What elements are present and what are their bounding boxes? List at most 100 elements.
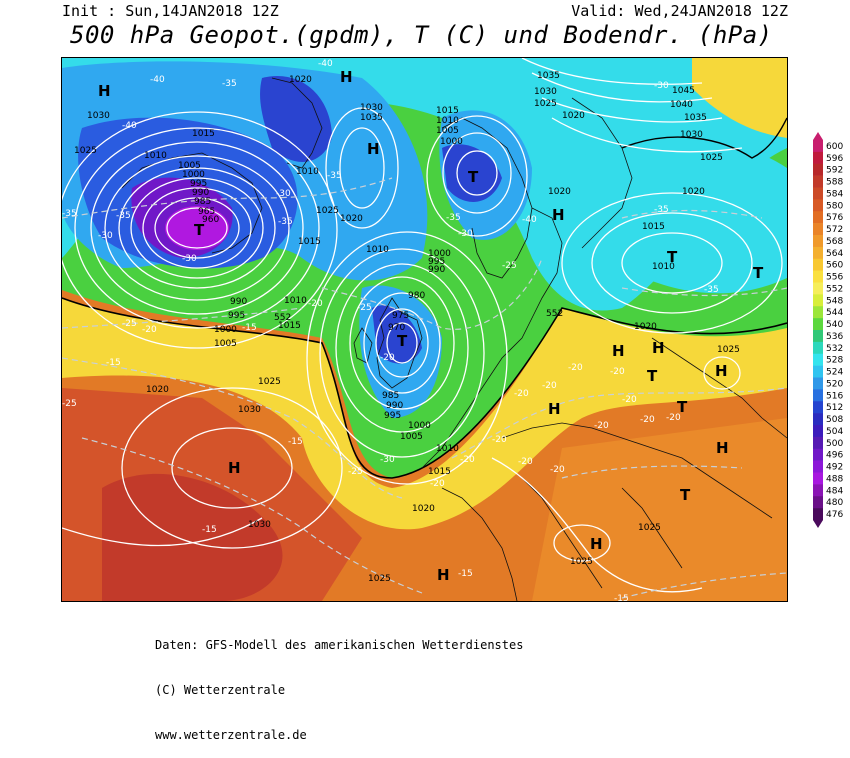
color-scale-swatch	[813, 448, 823, 461]
color-scale-swatch	[813, 140, 823, 153]
weather-map: H H H H H H H H H H H H T T T T T T T T …	[61, 57, 788, 602]
color-scale-swatch	[813, 496, 823, 509]
isobar-label: 1010	[144, 151, 167, 161]
high-marker: H	[228, 459, 241, 477]
color-scale-label: 512	[826, 403, 843, 413]
color-scale-label: 476	[826, 510, 843, 520]
isobar-label: 1020	[146, 385, 169, 395]
isobar-label: 995	[428, 257, 445, 267]
isotherm-label: -20	[142, 325, 157, 335]
color-scale-label: 580	[826, 201, 843, 211]
isotherm-label: -35	[704, 285, 719, 295]
color-scale-label: 516	[826, 391, 843, 401]
isotherm-label: -35	[446, 213, 461, 223]
isobar-label: 1030	[238, 405, 261, 415]
isobar-label: 1025	[570, 557, 593, 567]
isotherm-label: -35	[278, 217, 293, 227]
color-scale-swatch	[813, 175, 823, 188]
footer: Daten: GFS-Modell des amerikanischen Wet…	[155, 608, 523, 758]
field-blue-uk	[372, 305, 422, 364]
color-scale-label: 560	[826, 261, 843, 271]
color-scale-swatch	[813, 187, 823, 200]
color-scale-label: 540	[826, 320, 843, 330]
high-marker: H	[715, 362, 728, 380]
color-scale-swatch	[813, 353, 823, 366]
isobar-label: 1020	[562, 111, 585, 121]
color-scale-label: 556	[826, 273, 843, 283]
isotherm-label: -25	[122, 319, 137, 329]
field-yellow	[62, 298, 787, 530]
high-marker: H	[98, 82, 111, 100]
color-scale-label: 480	[826, 498, 843, 508]
color-scale-top-arrow	[813, 132, 823, 140]
isobar-label: 1030	[360, 103, 383, 113]
isobar-label: 975	[392, 311, 409, 321]
field-orange-east	[532, 418, 787, 601]
isotherm-label: -20	[380, 353, 395, 363]
color-scale-label: 544	[826, 308, 843, 318]
color-scale-swatch	[813, 318, 823, 331]
field-magenta-core	[165, 206, 229, 250]
color-scale-label: 588	[826, 178, 843, 188]
isotherm-label: -20	[430, 479, 445, 489]
isobar-label: 990	[230, 297, 247, 307]
isobar-label: 1010	[436, 444, 459, 454]
isotherm-label: -30	[276, 189, 291, 199]
isobar-label: 1025	[74, 146, 97, 156]
color-scale-swatch	[813, 377, 823, 390]
isotherm-label: -25	[348, 467, 363, 477]
init-time-label: Init : Sun,14JAN2018 12Z	[62, 2, 279, 20]
isotherm-label: -20	[542, 381, 557, 391]
high-marker: H	[437, 566, 450, 584]
isobar-label: 1025	[534, 99, 557, 109]
color-scale: 600 596 592 588 584 580 576 572 568 564 560 556 552 5…	[810, 132, 850, 532]
field-darkred-west	[102, 473, 283, 601]
isotherm-label: -15	[458, 569, 473, 579]
color-scale-label: 488	[826, 474, 843, 484]
isobar-label: 1010	[284, 296, 307, 306]
high-marker: H	[612, 342, 625, 360]
high-marker: H	[716, 439, 729, 457]
color-scale-label: 496	[826, 451, 843, 461]
isobars	[62, 58, 783, 593]
isotherm-label: -20	[518, 457, 533, 467]
high-marker: H	[367, 140, 380, 158]
isotherm-label: -35	[116, 211, 131, 221]
field-blue-scandinavia	[442, 144, 502, 202]
color-scale-label: 532	[826, 344, 843, 354]
low-marker: T	[647, 367, 658, 385]
isotherm-label: -20	[550, 465, 565, 475]
isotherm-label: -20	[460, 455, 475, 465]
color-scale-swatch	[813, 294, 823, 307]
high-marker: H	[590, 535, 603, 553]
isotherm-label: -20	[622, 395, 637, 405]
color-scale-swatch	[813, 199, 823, 212]
footer-data-source: Daten: GFS-Modell des amerikanischen Wet…	[155, 638, 524, 652]
isobar-label: 1010	[652, 262, 675, 272]
isotherm-label: -40	[150, 75, 165, 85]
isotherm-label: -30	[380, 455, 395, 465]
isotherm-label: -40	[318, 59, 333, 69]
isotherm-label: -40	[522, 215, 537, 225]
color-scale-label: 552	[826, 284, 843, 294]
isobar-label: 1025	[258, 377, 281, 387]
isobar-label: 1015	[278, 321, 301, 331]
color-scale-swatch	[813, 163, 823, 176]
footer-url[interactable]: www.wetterzentrale.de	[155, 728, 307, 742]
color-scale-label: 596	[826, 154, 843, 164]
isotherm-label: -20	[666, 413, 681, 423]
isobar-label: 1020	[412, 504, 435, 514]
low-marker: T	[680, 486, 691, 504]
isobar-label: 1005	[178, 161, 201, 171]
isobar-label: 1015	[428, 467, 451, 477]
color-scale-swatch	[813, 413, 823, 426]
isobar-label: 1005	[214, 339, 237, 349]
color-scale-swatch	[813, 246, 823, 260]
isobar-label: 1020	[682, 187, 705, 197]
color-scale-swatch	[813, 484, 823, 497]
isobar-label: 1040	[670, 100, 693, 110]
isobar-label: 1030	[248, 520, 271, 530]
color-scale-label: 528	[826, 356, 843, 366]
color-scale-swatch	[813, 425, 823, 438]
